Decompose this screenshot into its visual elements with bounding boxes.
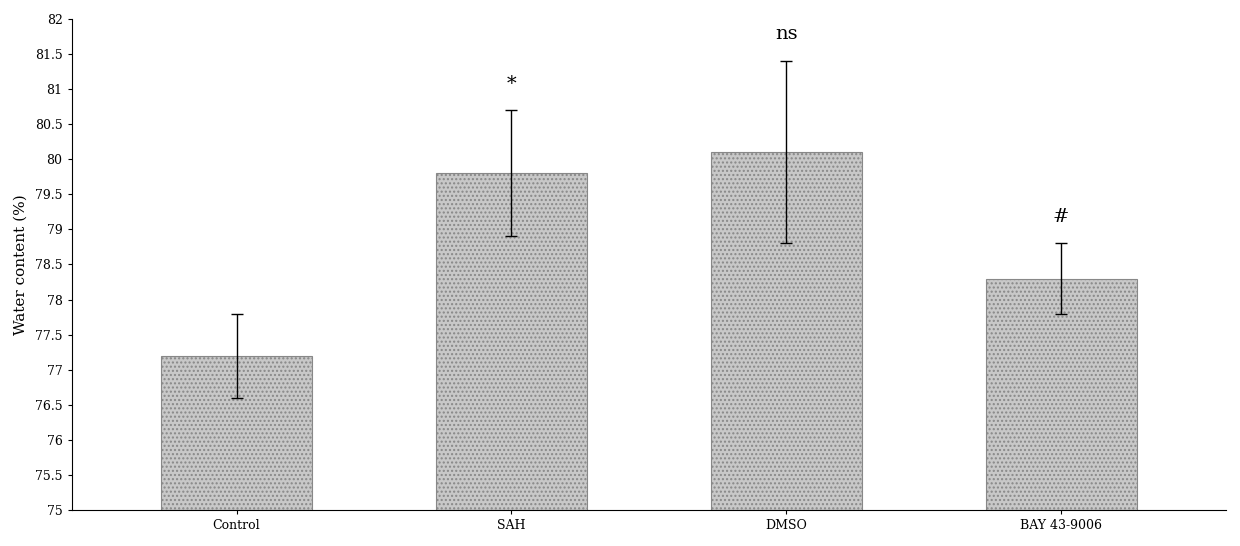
Bar	[435, 173, 587, 510]
Bar	[711, 152, 862, 510]
Text: *: *	[507, 75, 516, 93]
Text: #: #	[1053, 208, 1069, 226]
Bar	[986, 278, 1137, 510]
Y-axis label: Water content (%): Water content (%)	[14, 194, 27, 335]
Bar	[161, 355, 312, 510]
Text: ns: ns	[775, 26, 797, 44]
